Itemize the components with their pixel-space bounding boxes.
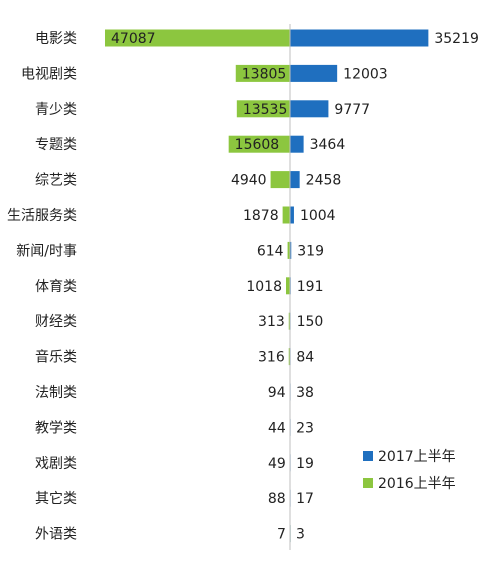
value-label-2016: 13535 (243, 102, 288, 118)
legend: 2017上半年 2016上半年 (363, 449, 456, 492)
value-labels: 47087 35219 13805 12003 13535 9777 15608 3464 49… (111, 31, 479, 543)
value-label-2017: 12003 (343, 66, 388, 82)
category-label: 综艺类 (35, 173, 77, 189)
value-label-2016: 44 (268, 420, 286, 436)
value-label-2017: 191 (297, 279, 324, 295)
category-label: 电影类 (35, 31, 77, 47)
value-label-2017: 35219 (434, 31, 479, 47)
value-label-2016: 15608 (235, 137, 280, 153)
bar-2016 (282, 206, 290, 224)
bar-2017 (290, 100, 329, 118)
bar-2016 (236, 100, 290, 118)
bars (105, 29, 429, 543)
category-label: 财经类 (35, 314, 77, 330)
value-label-2017: 3 (296, 527, 305, 543)
category-label: 青少类 (35, 102, 77, 118)
value-label-2016: 4940 (231, 173, 267, 189)
value-label-2016: 1018 (246, 279, 282, 295)
bar-2017 (290, 171, 300, 189)
category-label: 体育类 (35, 279, 77, 295)
value-label-2017: 19 (296, 456, 314, 472)
value-label-2017: 319 (297, 243, 324, 259)
legend-swatch (363, 451, 373, 461)
bar-2016 (270, 171, 290, 189)
legend-swatch (363, 478, 373, 488)
bar-2017 (290, 29, 429, 47)
category-label: 戏剧类 (35, 456, 77, 472)
value-label-2017: 9777 (334, 102, 370, 118)
legend-label: 2017上半年 (378, 449, 456, 465)
category-label: 教学类 (35, 420, 77, 436)
bar-2017 (290, 241, 292, 259)
value-label-2017: 150 (297, 314, 324, 330)
bar-2017 (290, 64, 338, 82)
value-label-2016: 614 (257, 243, 284, 259)
value-label-2016: 1878 (243, 208, 279, 224)
category-label: 生活服务类 (7, 208, 77, 224)
bar-2017 (290, 206, 294, 224)
category-label: 电视剧类 (21, 66, 77, 82)
bar-2016 (286, 277, 290, 295)
category-label: 外语类 (35, 527, 77, 543)
value-label-2016: 7 (277, 527, 286, 543)
value-label-2017: 2458 (306, 173, 342, 189)
bar-2016 (228, 135, 290, 153)
value-label-2016: 313 (258, 314, 285, 330)
value-label-2017: 1004 (300, 208, 336, 224)
value-label-2016: 88 (268, 491, 286, 507)
bar-2017 (290, 135, 304, 153)
category-label: 其它类 (35, 490, 77, 507)
category-label: 专题类 (35, 137, 77, 153)
category-label: 法制类 (35, 385, 77, 401)
value-label-2016: 94 (268, 385, 286, 401)
value-label-2017: 17 (296, 491, 314, 507)
legend-label: 2016上半年 (378, 476, 456, 492)
bar-2016 (235, 64, 290, 82)
bar-2016 (105, 29, 290, 47)
bar-2016 (288, 348, 290, 366)
category-label: 新闻/时事 (16, 243, 77, 259)
category-labels: 电影类电视剧类青少类专题类综艺类生活服务类新闻/时事体育类财经类音乐类法制类教学… (7, 31, 77, 543)
value-label-2016: 49 (268, 456, 286, 472)
bar-2016 (287, 241, 290, 259)
value-label-2017: 38 (296, 385, 314, 401)
value-label-2017: 84 (296, 350, 314, 366)
value-label-2016: 316 (258, 350, 285, 366)
value-label-2016: 13805 (242, 66, 287, 82)
value-label-2016: 47087 (111, 31, 156, 47)
value-label-2017: 23 (296, 420, 314, 436)
value-label-2017: 3464 (310, 137, 346, 153)
bar-2016 (288, 312, 290, 330)
category-label: 音乐类 (35, 349, 77, 366)
